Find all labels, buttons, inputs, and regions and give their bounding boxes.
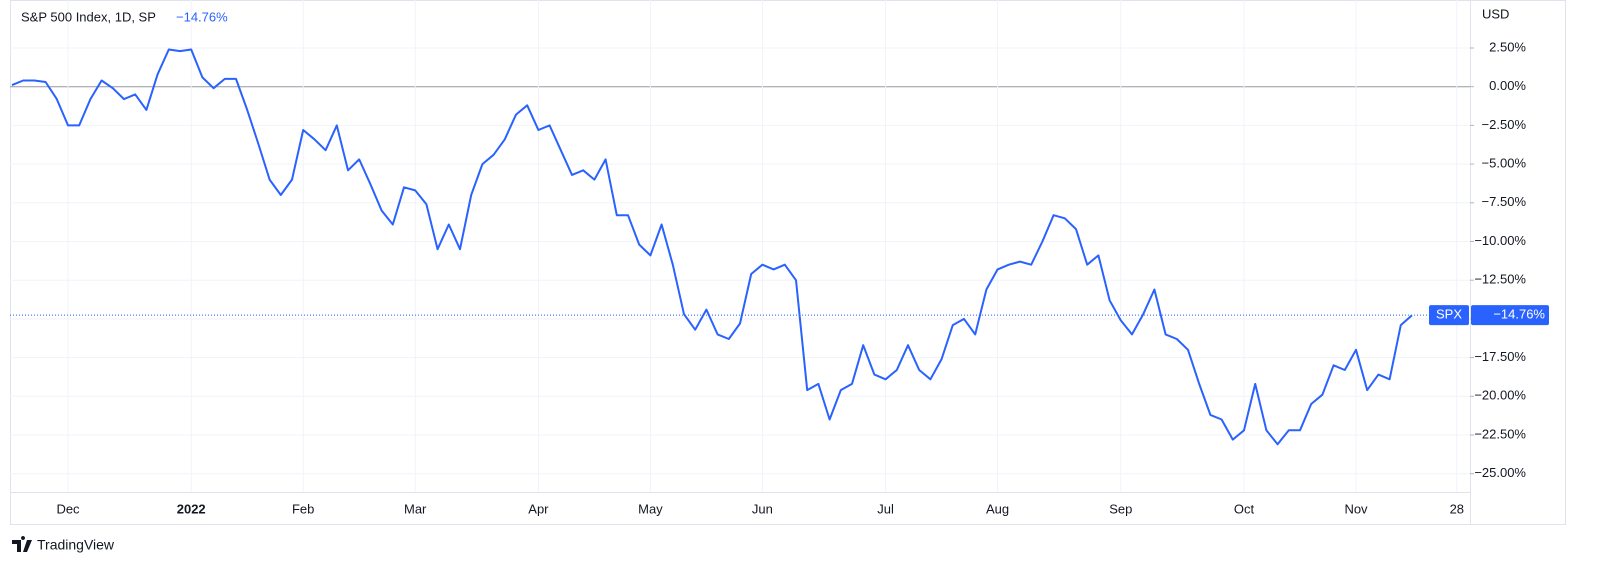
- y-tick-label: −2.50%: [1482, 117, 1527, 132]
- chart-title: S&P 500 Index, 1D, SP: [21, 9, 156, 24]
- x-tick-label: Oct: [1234, 501, 1255, 516]
- price-tag-label: −14.76%: [1493, 307, 1545, 322]
- y-tick-label: −20.00%: [1474, 388, 1526, 403]
- x-tick-label: Aug: [986, 501, 1009, 516]
- brand-logo: [12, 536, 32, 552]
- x-tick-label: Jul: [877, 501, 894, 516]
- price-tag: [1471, 305, 1549, 326]
- brand-name: TradingView: [37, 537, 115, 553]
- price-line: [11, 48, 1413, 446]
- y-axis-label: USD: [1482, 6, 1509, 21]
- chart-frame: [10, 0, 1566, 525]
- x-tick-label: Jun: [752, 501, 773, 516]
- y-tick-label: 2.50%: [1489, 39, 1526, 54]
- y-tick-label: 0.00%: [1489, 78, 1526, 93]
- x-tick-label: 2022: [177, 501, 206, 516]
- symbol-tag-label: SPX: [1436, 307, 1462, 322]
- y-tick-label: −17.50%: [1474, 349, 1526, 364]
- x-tick-label: Sep: [1109, 501, 1132, 516]
- x-tick-label: May: [638, 501, 663, 516]
- y-tick-label: −10.00%: [1474, 233, 1526, 248]
- x-tick-label: Dec: [56, 501, 80, 516]
- change-label: −14.76%: [176, 9, 228, 24]
- x-tick-label: 28: [1450, 501, 1464, 516]
- brand: TradingView: [12, 536, 115, 553]
- plot: [10, 48, 1470, 446]
- y-tick-label: −12.50%: [1474, 272, 1526, 287]
- x-tick-label: Apr: [528, 501, 549, 516]
- x-tick-label: Mar: [404, 501, 427, 516]
- y-tick-label: −25.00%: [1474, 465, 1526, 480]
- symbol-tag: [1429, 305, 1469, 326]
- grid: [10, 0, 1470, 492]
- y-tick-label: −5.00%: [1482, 156, 1527, 171]
- y-tick-label: −22.50%: [1474, 426, 1526, 441]
- y-tick-label: −7.50%: [1482, 194, 1527, 209]
- x-tick-label: Nov: [1344, 501, 1368, 516]
- x-tick-label: Feb: [292, 501, 314, 516]
